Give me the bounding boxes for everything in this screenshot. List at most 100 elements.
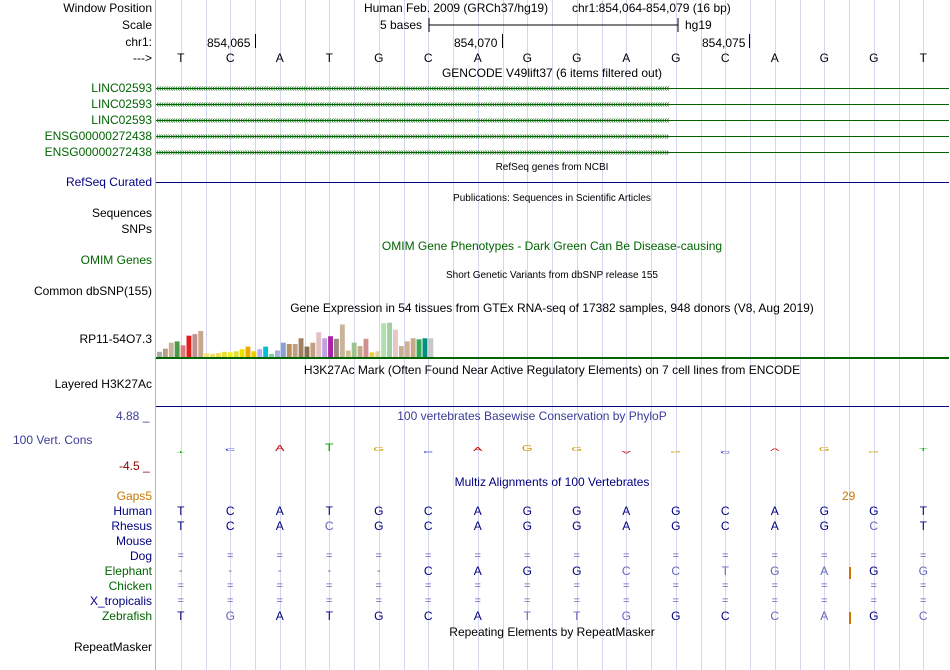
multiz-track-title[interactable]: Multiz Alignments of 100 Vertebrates xyxy=(454,475,650,489)
phylop-track-title[interactable]: 100 vertebrates Basewise Conservation by… xyxy=(397,409,667,423)
snps-track-label[interactable]: SNPs xyxy=(121,222,152,236)
reference-base: A xyxy=(275,51,284,65)
gtex-tissue-bar[interactable] xyxy=(192,334,198,357)
gencode-transcript-line[interactable] xyxy=(156,120,949,121)
phylop-letter: A xyxy=(770,448,779,453)
h3k27ac-track-label[interactable]: Layered H3K27Ac xyxy=(54,377,152,391)
gtex-tissue-bar[interactable] xyxy=(221,351,227,357)
gtex-tissue-bar[interactable] xyxy=(428,338,434,357)
dbsnp-track-label[interactable]: Common dbSNP(155) xyxy=(33,284,152,298)
gtex-tissue-bar[interactable] xyxy=(393,329,398,357)
gtex-tissue-bar[interactable] xyxy=(422,338,428,357)
omim-track-label[interactable]: OMIM Genes xyxy=(80,253,152,267)
gencode-item-label[interactable]: ENSG00000272438 xyxy=(44,129,152,143)
h3k27ac-track-title[interactable]: H3K27Ac Mark (Often Found Near Active Re… xyxy=(303,363,801,377)
phylop-min-label: -4.5 _ xyxy=(119,459,150,473)
gtex-tissue-bar[interactable] xyxy=(416,339,422,357)
grid-line xyxy=(403,0,405,670)
gencode-item-label[interactable]: ENSG00000272438 xyxy=(44,145,152,159)
gtex-tissue-bar[interactable] xyxy=(233,351,239,357)
gtex-tissue-bar[interactable] xyxy=(345,350,351,358)
gtex-tissue-bar[interactable] xyxy=(363,338,369,357)
gencode-item-label[interactable]: LINC02593 xyxy=(91,81,152,95)
gencode-transcript-line[interactable] xyxy=(156,88,949,89)
gtex-tissue-bar[interactable] xyxy=(198,331,204,357)
gtex-tissue-bar[interactable] xyxy=(245,346,251,357)
gtex-tissue-bar[interactable] xyxy=(180,345,186,357)
gtex-tissue-bar[interactable] xyxy=(404,341,410,357)
gtex-tissue-bar[interactable] xyxy=(298,338,304,357)
gtex-tissue-bar[interactable] xyxy=(168,342,174,357)
alignment-base: = xyxy=(722,595,729,607)
repeatmasker-track-title[interactable]: Repeating Elements by RepeatMasker xyxy=(449,625,655,639)
gtex-tissue-bar[interactable] xyxy=(286,344,292,357)
phylop-track-label[interactable]: 100 Vert. Cons xyxy=(13,433,93,447)
gtex-track-title[interactable]: Gene Expression in 54 tissues from GTEx … xyxy=(290,301,814,315)
gtex-tissue-bar[interactable] xyxy=(310,342,316,357)
gencode-transcript-line[interactable] xyxy=(156,104,949,105)
gtex-tissue-bar[interactable] xyxy=(369,352,375,357)
gtex-tissue-bar[interactable] xyxy=(204,353,210,357)
alignment-base: G xyxy=(819,504,829,518)
gtex-tissue-bar[interactable] xyxy=(398,346,404,357)
gtex-tissue-bar[interactable] xyxy=(387,322,392,357)
reference-base: T xyxy=(919,51,927,65)
gtex-tissue-bar[interactable] xyxy=(186,335,192,357)
species-label[interactable]: Zebrafish xyxy=(101,609,152,623)
gtex-gene-label[interactable]: RP11-54O7.3 xyxy=(79,332,153,346)
grid-line xyxy=(725,0,727,670)
gtex-tissue-bar[interactable] xyxy=(339,324,345,358)
gtex-tissue-bar[interactable] xyxy=(334,338,339,357)
dbsnp-track-title[interactable]: Short Genetic Variants from dbSNP releas… xyxy=(446,270,658,281)
omim-track-title[interactable]: OMIM Gene Phenotypes - Dark Green Can Be… xyxy=(381,239,723,253)
gtex-tissue-bar[interactable] xyxy=(216,353,221,357)
gencode-transcript-line[interactable] xyxy=(156,136,949,137)
scale-bar xyxy=(428,18,679,32)
publications-track-label[interactable]: Sequences xyxy=(91,206,152,220)
gencode-item-label[interactable]: LINC02593 xyxy=(91,97,152,111)
gtex-tissue-bar[interactable] xyxy=(275,350,280,358)
gtex-tissue-bar[interactable] xyxy=(227,352,233,357)
gtex-tissue-bar[interactable] xyxy=(257,349,263,357)
gencode-transcript-line[interactable] xyxy=(156,152,949,153)
gtex-tissue-bar[interactable] xyxy=(162,348,168,357)
species-label[interactable]: X_tropicalis xyxy=(89,594,152,608)
gtex-tissue-bar[interactable] xyxy=(269,353,274,357)
phylop-letter: G xyxy=(670,450,681,453)
species-label[interactable]: Rhesus xyxy=(111,519,152,533)
gtex-tissue-bar[interactable] xyxy=(280,342,286,357)
gtex-tissue-bar[interactable] xyxy=(263,346,269,357)
species-label[interactable]: Chicken xyxy=(108,579,152,593)
gtex-tissue-bar[interactable] xyxy=(251,351,257,357)
gencode-item-label[interactable]: LINC02593 xyxy=(91,113,152,127)
gtex-tissue-bar[interactable] xyxy=(375,351,381,357)
gtex-tissue-bar[interactable] xyxy=(351,342,357,357)
gtex-tissue-bar[interactable] xyxy=(239,349,245,357)
gtex-tissue-bar[interactable] xyxy=(381,323,387,357)
gtex-tissue-bar[interactable] xyxy=(316,332,322,357)
gtex-tissue-bar[interactable] xyxy=(292,344,298,357)
refseq-track-label[interactable]: RefSeq Curated xyxy=(65,175,152,189)
alignment-base: - xyxy=(277,565,282,577)
species-label[interactable]: Dog xyxy=(129,549,152,563)
gtex-tissue-bar[interactable] xyxy=(322,338,328,357)
gtex-tissue-bar[interactable] xyxy=(357,346,363,357)
gtex-tissue-bar[interactable] xyxy=(304,346,310,357)
species-label[interactable]: Human xyxy=(113,504,152,518)
gtex-tissue-bar[interactable] xyxy=(328,336,333,357)
refseq-track-title[interactable]: RefSeq genes from NCBI xyxy=(495,162,609,173)
species-label[interactable]: Elephant xyxy=(104,564,152,578)
gtex-bar-chart[interactable] xyxy=(156,314,949,360)
gtex-tissue-bar[interactable] xyxy=(157,351,162,357)
reference-base: C xyxy=(423,51,433,65)
gtex-tissue-bar[interactable] xyxy=(410,338,416,357)
gencode-track-title[interactable]: GENCODE V49lift37 (6 items filtered out) xyxy=(441,66,663,80)
gtex-tissue-bar[interactable] xyxy=(210,353,215,357)
publications-track-title[interactable]: Publications: Sequences in Scientific Ar… xyxy=(453,193,651,204)
alignment-base: A xyxy=(473,519,482,533)
gtex-tissue-bar[interactable] xyxy=(174,341,180,357)
species-label[interactable]: Mouse xyxy=(115,534,152,548)
position-readout[interactable]: chr1:854,064-854,079 (16 bp) xyxy=(572,1,731,15)
repeatmasker-track-label[interactable]: RepeatMasker xyxy=(73,640,152,654)
